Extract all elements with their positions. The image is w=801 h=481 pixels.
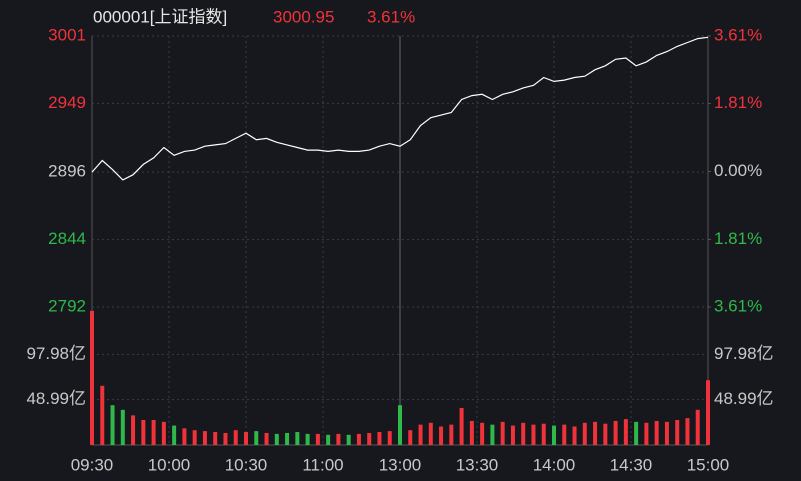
volume-bar <box>151 420 156 445</box>
volume-bar <box>100 385 105 445</box>
volume-bar <box>521 422 526 445</box>
volume-bar <box>664 421 669 445</box>
y2-tick-label: 3.61% <box>714 296 762 315</box>
volume-bar <box>202 431 207 445</box>
y2-tick-label: 0.00% <box>714 161 762 180</box>
x-tick-label: 15:00 <box>687 455 730 474</box>
volume-bar <box>131 415 136 445</box>
volume-bar <box>552 425 556 445</box>
volume-bar <box>233 430 238 445</box>
volume-bar <box>500 421 505 445</box>
volume-bar <box>346 434 351 445</box>
volume-bar <box>613 420 618 445</box>
volume-bar <box>295 432 300 445</box>
x-tick-label: 10:00 <box>148 455 191 474</box>
volume-bar <box>490 424 495 445</box>
volume-bar <box>562 424 567 445</box>
volume-bar <box>172 425 177 445</box>
x-tick-label: 10:30 <box>225 455 268 474</box>
y-tick-label: 2949 <box>48 93 86 112</box>
volume-bar <box>213 432 218 445</box>
y-tick-label: 97.98亿 <box>26 344 86 363</box>
volume-bar <box>274 433 279 445</box>
y2-tick-label: 1.81% <box>714 93 762 112</box>
volume-bar <box>582 422 587 445</box>
chart-title: 000001[上证指数] <box>93 7 227 26</box>
volume-bar <box>161 421 166 445</box>
volume-bar <box>706 380 710 445</box>
volume-bar <box>264 432 269 445</box>
volume-bar <box>254 431 259 445</box>
volume-bar <box>192 430 197 445</box>
y-tick-label: 97.98亿 <box>714 344 774 363</box>
volume-bar <box>120 409 125 445</box>
volume-bar <box>398 405 402 445</box>
volume-bar <box>336 433 341 445</box>
volume-bar <box>695 409 700 445</box>
y-tick-label: 2792 <box>48 296 86 315</box>
x-tick-label: 09:30 <box>71 455 114 474</box>
y-tick-label: 48.99亿 <box>714 389 774 408</box>
volume-bar <box>593 421 598 445</box>
volume-bar <box>654 420 659 445</box>
volume-bar <box>634 421 639 445</box>
volume-bar <box>510 425 515 445</box>
change-pct: 3.61% <box>367 7 415 26</box>
volume-bar <box>326 434 331 445</box>
volume-bar <box>141 420 146 445</box>
volume-bar <box>541 423 546 445</box>
y2-tick-label: 1.81% <box>714 229 762 248</box>
volume-bar <box>367 432 372 445</box>
volume-bar <box>223 432 228 445</box>
x-tick-label: 14:00 <box>533 455 576 474</box>
y-tick-label: 2844 <box>48 229 86 248</box>
volume-bar <box>623 419 628 445</box>
volume-bar <box>182 428 187 445</box>
volume-bar <box>572 426 577 445</box>
x-tick-label: 11:00 <box>302 455 343 474</box>
volume-bar <box>110 405 115 445</box>
volume-bar <box>387 431 392 445</box>
volume-bar <box>315 433 320 445</box>
volume-bar <box>244 432 248 445</box>
volume-bar <box>408 430 413 445</box>
y-tick-label: 2896 <box>48 162 86 181</box>
volume-bar <box>285 432 290 445</box>
volume-bar <box>531 424 536 445</box>
volume-bar <box>480 422 485 445</box>
volume-bar <box>90 310 94 445</box>
x-tick-label: 13:30 <box>456 455 499 474</box>
x-tick-label: 13:00 <box>379 455 422 474</box>
volume-bar <box>305 433 310 445</box>
y2-tick-label: 3.61% <box>714 25 762 44</box>
volume-bar <box>377 432 382 445</box>
volume-bar <box>459 407 464 445</box>
volume-bar <box>356 433 361 445</box>
last-price: 3000.95 <box>273 7 334 26</box>
price-line <box>91 36 709 181</box>
volume-bar <box>449 424 454 445</box>
volume-bar <box>439 426 444 445</box>
volume-bar <box>644 422 649 445</box>
volume-bar <box>418 424 423 445</box>
volume-bar <box>469 420 474 445</box>
x-tick-label: 14:30 <box>610 455 653 474</box>
volume-bar <box>675 420 680 445</box>
y-tick-label: 3001 <box>48 25 86 44</box>
volume-bar <box>428 422 433 445</box>
volume-bar <box>685 418 690 445</box>
y-tick-label: 48.99亿 <box>26 389 86 408</box>
volume-bar <box>603 423 608 445</box>
